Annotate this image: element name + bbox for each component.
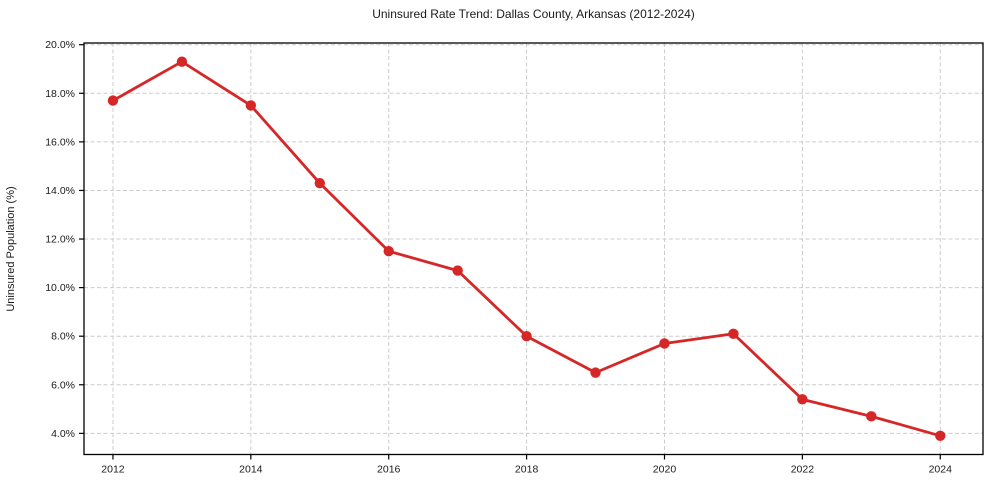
y-tick-label: 18.0% xyxy=(45,88,75,100)
data-point-marker xyxy=(797,394,808,405)
axes-spines xyxy=(83,42,984,456)
y-axis-label: Uninsured Population (%) xyxy=(5,186,17,312)
x-tick-label: 2020 xyxy=(653,464,677,476)
data-point-marker xyxy=(728,328,739,339)
data-point-marker xyxy=(176,56,188,67)
y-tick-label: 6.0% xyxy=(51,379,75,391)
data-point-marker xyxy=(383,245,394,257)
y-tick-label: 10.0% xyxy=(45,282,75,294)
chart-title: Uninsured Rate Trend: Dallas County, Ark… xyxy=(372,7,695,21)
y-tick-label: 12.0% xyxy=(45,234,75,246)
x-tick-label: 2022 xyxy=(791,464,815,476)
data-point-marker xyxy=(935,430,946,441)
data-point-marker xyxy=(866,411,877,422)
data-point-marker xyxy=(659,338,670,349)
data-point-marker xyxy=(314,177,325,189)
y-tick-label: 4.0% xyxy=(51,428,75,440)
data-point-marker xyxy=(452,265,463,276)
y-tick-label: 8.0% xyxy=(51,331,75,343)
x-tick-label: 2016 xyxy=(377,464,401,476)
data-point-marker xyxy=(245,100,257,111)
x-tick-label: 2012 xyxy=(101,464,125,476)
data-point-marker xyxy=(107,95,119,106)
y-tick-label: 16.0% xyxy=(45,136,75,148)
y-tick-label: 14.0% xyxy=(45,185,75,197)
x-tick-label: 2018 xyxy=(515,464,539,476)
y-tick-label: 20.0% xyxy=(45,39,75,51)
x-tick-label: 2014 xyxy=(239,464,263,476)
data-point-marker xyxy=(590,367,601,378)
x-tick-label: 2024 xyxy=(929,464,953,476)
data-point-marker xyxy=(521,330,532,342)
